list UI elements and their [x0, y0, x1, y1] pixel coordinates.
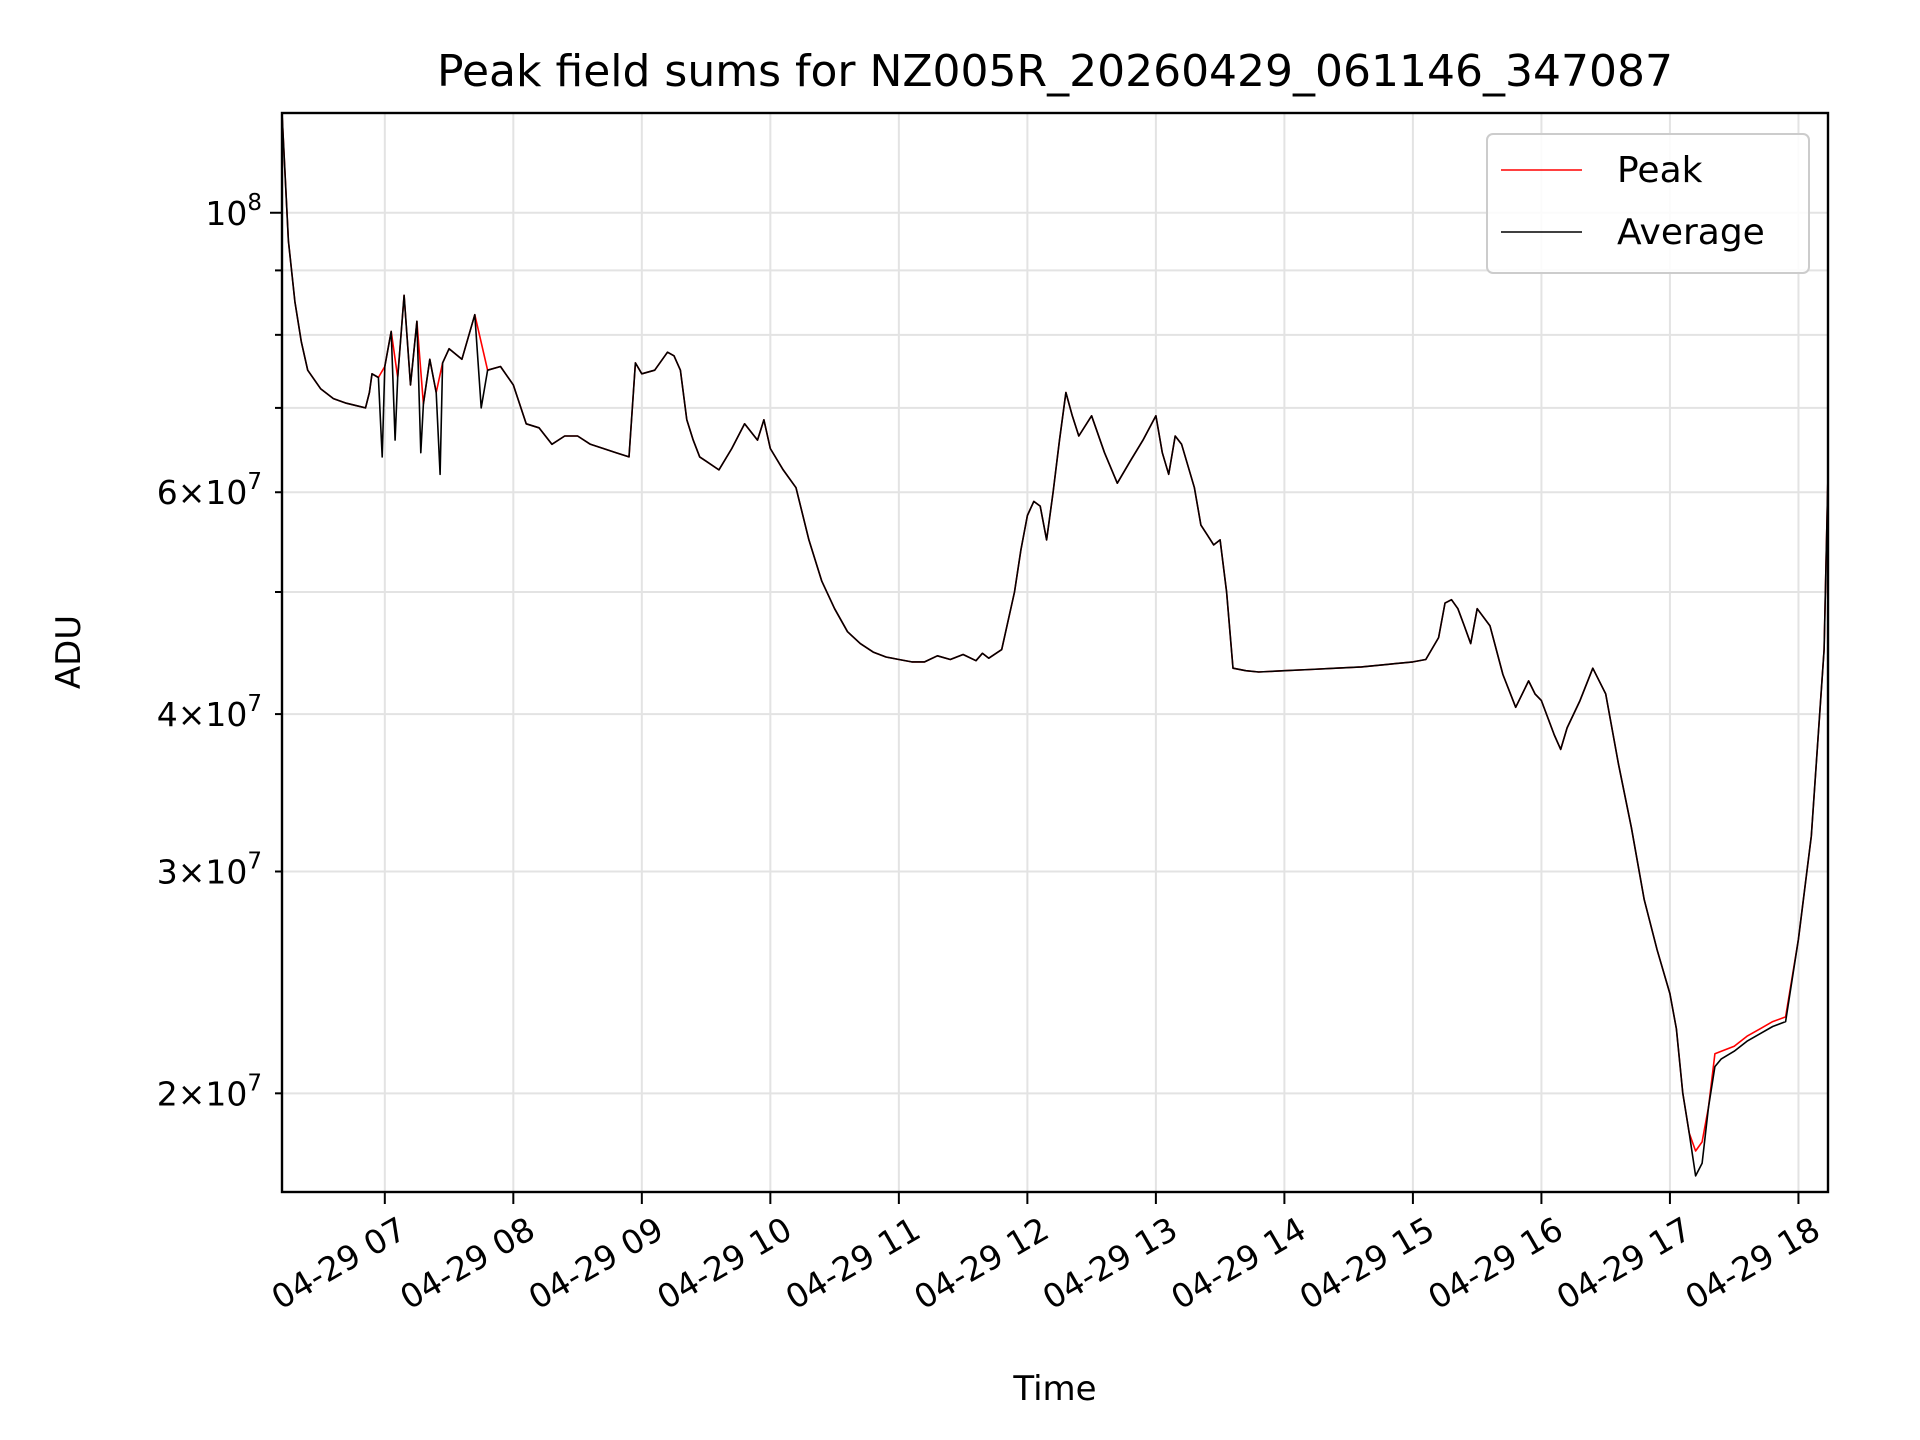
- legend-label-average: Average: [1617, 212, 1765, 253]
- y-tick-label: 2×107: [157, 1070, 262, 1113]
- y-tick-label: 4×107: [157, 691, 262, 734]
- series-line-average: [281, 112, 1829, 1177]
- legend-box: [1486, 133, 1810, 274]
- series-layer: [281, 112, 1829, 1177]
- x-axis-title: Time: [1012, 1369, 1096, 1409]
- y-axis-title: ADU: [49, 615, 89, 689]
- y-tick-label: 108: [205, 190, 262, 233]
- chart-title: Peak field sums for NZ005R_20260429_0611…: [437, 46, 1673, 97]
- legend-label-peak: Peak: [1617, 150, 1703, 191]
- plot-frame: [280, 111, 1830, 1194]
- grid: [282, 113, 1828, 1192]
- y-axis: 108 2×107 3×107 4×107 6×107: [157, 190, 282, 1113]
- legend: Peak Average: [1486, 133, 1810, 274]
- y-tick-label: 3×107: [157, 848, 262, 891]
- y-tick-label: 6×107: [157, 469, 262, 512]
